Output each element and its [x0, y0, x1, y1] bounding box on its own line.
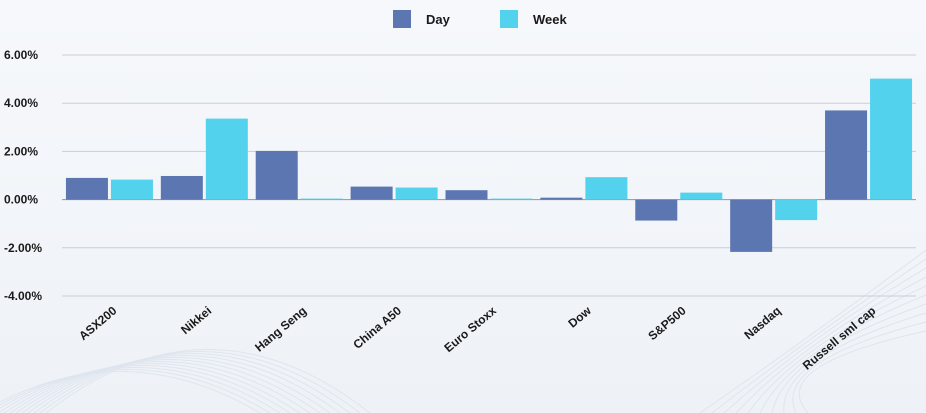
- bar-week: [585, 177, 628, 200]
- background-decoration: [0, 249, 926, 413]
- decor-curve: [0, 365, 291, 413]
- bar-week: [775, 199, 818, 221]
- bar-week: [205, 118, 248, 200]
- decor-curve: [798, 330, 926, 413]
- x-tick-label: Nikkei: [178, 304, 214, 337]
- decor-curve: [15, 359, 321, 413]
- y-tick-label: -2.00%: [4, 241, 42, 255]
- x-tick-label: Nasdaq: [741, 304, 783, 343]
- decor-curve: [0, 367, 281, 413]
- y-tick-label: 2.00%: [4, 144, 38, 158]
- decor-curve: [9, 361, 311, 413]
- decor-curve: [771, 303, 926, 413]
- x-tick-label: China A50: [350, 303, 404, 351]
- decor-curve: [27, 355, 341, 413]
- x-tick-label: Hang Seng: [252, 304, 309, 355]
- legend-swatch-week: [500, 10, 518, 28]
- decor-curve: [45, 349, 371, 413]
- x-tick-label: S&P500: [645, 303, 688, 343]
- decor-curve: [3, 363, 301, 413]
- decor-curve: [783, 312, 926, 413]
- bar-week: [300, 198, 343, 200]
- x-tick-label: Dow: [565, 303, 594, 330]
- legend-label-week: Week: [533, 12, 567, 27]
- bar-week: [680, 192, 723, 200]
- decor-curve: [711, 258, 926, 413]
- bar-week: [870, 78, 913, 200]
- decor-curve: [21, 357, 331, 413]
- decor-curve: [33, 353, 351, 413]
- decor-curve: [39, 351, 361, 413]
- bar-day: [635, 199, 678, 221]
- x-axis: ASX200 Nikkei Hang Seng China A50 Euro Stoxx…: [76, 303, 878, 372]
- decor-curve: [759, 294, 926, 413]
- decor-curve: [723, 267, 926, 413]
- y-axis: -4.00% -2.00% 0.00% 2.00% 4.00% 6.00%: [4, 48, 42, 303]
- bar-week: [110, 179, 153, 200]
- bar-day: [350, 186, 393, 200]
- y-tick-label: 6.00%: [4, 48, 38, 62]
- decor-curve: [0, 371, 261, 413]
- gridlines: [62, 54, 916, 297]
- decor-curve: [699, 249, 926, 413]
- bar-day: [730, 199, 773, 252]
- bar-week: [490, 198, 533, 200]
- bar-day: [445, 190, 488, 200]
- legend: Day Week: [393, 10, 567, 28]
- legend-label-day: Day: [426, 12, 451, 27]
- decor-curve: [0, 369, 271, 413]
- bar-week: [395, 187, 438, 200]
- bar-day: [255, 150, 298, 200]
- y-tick-label: 0.00%: [4, 193, 38, 207]
- bars: [65, 78, 913, 252]
- x-tick-label: Euro Stoxx: [441, 303, 499, 355]
- legend-swatch-day: [393, 10, 411, 28]
- bar-day: [540, 197, 583, 200]
- y-tick-label: -4.00%: [4, 289, 42, 303]
- bar-day: [825, 110, 868, 200]
- x-tick-label: ASX200: [76, 303, 119, 343]
- bar-day: [65, 177, 108, 200]
- y-tick-label: 4.00%: [4, 96, 38, 110]
- decor-curve: [747, 285, 926, 413]
- decor-curve: [735, 276, 926, 413]
- bar-day: [160, 175, 203, 200]
- decor-curve: [792, 321, 926, 413]
